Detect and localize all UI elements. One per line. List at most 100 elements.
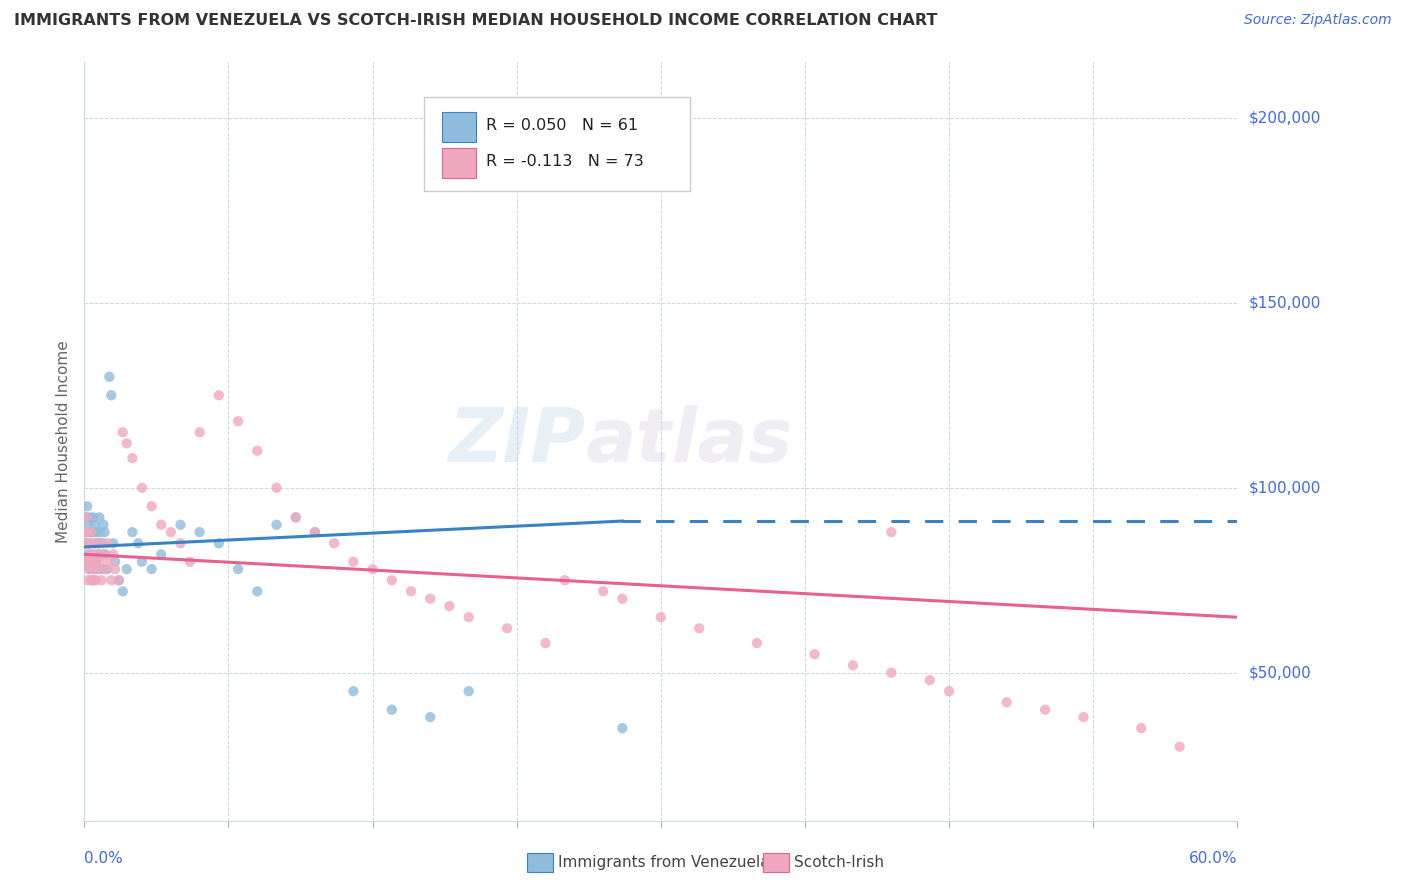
Point [419, 591, 441, 606]
Point [79, 536, 101, 550]
Point [96, 536, 118, 550]
Point [104, 562, 127, 576]
Point [87, 547, 110, 561]
Point [304, 525, 326, 540]
Point [131, 481, 153, 495]
Point [188, 525, 211, 540]
Point [76, 573, 98, 587]
Point [323, 536, 346, 550]
Point [103, 536, 124, 550]
Point [76, 555, 98, 569]
Point [77, 562, 100, 576]
Point [457, 610, 479, 624]
Point [111, 425, 134, 440]
Y-axis label: Median Household Income: Median Household Income [56, 340, 72, 543]
Point [399, 584, 422, 599]
Point [83, 525, 105, 540]
Point [79, 555, 101, 569]
Point [80, 573, 103, 587]
Point [108, 573, 131, 587]
Point [75, 525, 97, 540]
Point [169, 536, 191, 550]
Text: Scotch-Irish: Scotch-Irish [794, 855, 884, 870]
Point [98, 369, 121, 384]
Point [457, 684, 479, 698]
Point [79, 525, 101, 540]
Point [75, 536, 97, 550]
Point [150, 547, 173, 561]
Point [84, 536, 107, 550]
Point [80, 573, 103, 587]
Point [650, 610, 672, 624]
Point [160, 525, 183, 540]
Point [121, 451, 143, 466]
Point [98, 555, 121, 569]
Point [75, 525, 97, 540]
Point [266, 481, 288, 495]
Point [82, 562, 104, 576]
Point [1130, 721, 1153, 735]
Point [84, 555, 107, 569]
Point [745, 636, 768, 650]
Point [104, 555, 127, 569]
Point [266, 517, 288, 532]
Text: Immigrants from Venezuela: Immigrants from Venezuela [558, 855, 770, 870]
Point [76, 555, 98, 569]
Point [100, 388, 122, 402]
Point [79, 510, 101, 524]
Point [84, 555, 107, 569]
Point [439, 599, 461, 614]
Point [80, 525, 103, 540]
Point [80, 547, 103, 561]
Point [121, 525, 143, 540]
Point [93, 525, 115, 540]
Point [94, 547, 117, 561]
Point [75, 510, 97, 524]
Point [115, 562, 138, 576]
Text: ZIP: ZIP [449, 405, 586, 478]
FancyBboxPatch shape [425, 96, 690, 191]
Point [100, 573, 122, 587]
Point [82, 547, 104, 561]
Point [80, 525, 103, 540]
Text: $50,000: $50,000 [1249, 665, 1312, 681]
Point [1033, 703, 1056, 717]
Point [90, 547, 112, 561]
Point [79, 536, 101, 550]
Point [76, 500, 98, 514]
Text: IMMIGRANTS FROM VENEZUELA VS SCOTCH-IRISH MEDIAN HOUSEHOLD INCOME CORRELATION CH: IMMIGRANTS FROM VENEZUELA VS SCOTCH-IRIS… [14, 13, 938, 29]
Point [141, 562, 163, 576]
Point [284, 510, 307, 524]
Point [80, 555, 103, 569]
Point [83, 562, 105, 576]
Point [93, 517, 115, 532]
Point [361, 562, 384, 576]
Point [880, 525, 903, 540]
Point [246, 443, 269, 458]
Point [86, 547, 108, 561]
Point [141, 500, 163, 514]
Text: atlas: atlas [586, 405, 793, 478]
Point [612, 721, 634, 735]
Point [75, 510, 97, 524]
Point [496, 621, 519, 635]
Point [1168, 739, 1191, 754]
Point [76, 525, 98, 540]
Point [90, 562, 112, 576]
Point [208, 388, 231, 402]
Point [87, 562, 110, 576]
Point [381, 573, 404, 587]
Text: R = 0.050   N = 61: R = 0.050 N = 61 [485, 118, 638, 133]
Point [688, 621, 710, 635]
Point [89, 510, 111, 524]
Point [82, 510, 104, 524]
Text: Source: ZipAtlas.com: Source: ZipAtlas.com [1244, 13, 1392, 28]
Point [96, 562, 118, 576]
Text: $150,000: $150,000 [1249, 295, 1320, 310]
Point [208, 536, 231, 550]
Text: R = -0.113   N = 73: R = -0.113 N = 73 [485, 154, 644, 169]
Point [131, 555, 153, 569]
Point [342, 555, 364, 569]
Point [842, 658, 865, 673]
Point [534, 636, 557, 650]
